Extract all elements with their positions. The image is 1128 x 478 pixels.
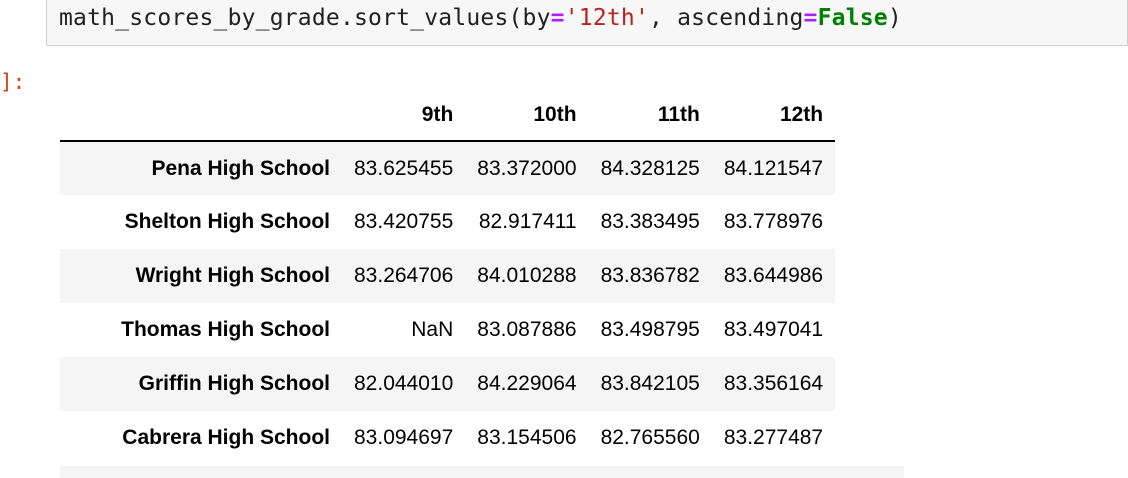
column-header: 10th xyxy=(465,90,589,142)
column-header: 12th xyxy=(711,90,836,142)
code-line: math_scores_by_grade.sort_values(by='12t… xyxy=(59,5,902,31)
code-string: '12th' xyxy=(564,5,650,31)
table-cell: 83.836782 xyxy=(600,264,700,287)
table-cell: 84.010288 xyxy=(477,264,577,287)
table-cell: 83.087886 xyxy=(477,318,577,341)
table-cell: 83.372000 xyxy=(477,156,577,180)
row-index: Pena High School xyxy=(151,156,330,180)
table-cell: 82.765560 xyxy=(600,426,700,449)
table-cell: 84.229064 xyxy=(477,372,577,395)
table-row: Pena High School 83.625455 83.372000 84.… xyxy=(60,141,836,195)
table-cell: 84.121547 xyxy=(723,156,824,180)
code-object: math_scores_by_grade.sort_values(by xyxy=(59,5,551,31)
output-prompt: ]: xyxy=(0,70,26,94)
table-cell: 83.383495 xyxy=(600,210,700,233)
table-cell: 83.154506 xyxy=(477,426,577,449)
table-row: Thomas High School NaN 83.087886 83.4987… xyxy=(60,303,835,357)
row-index: Wright High School xyxy=(135,264,330,287)
code-paren: ) xyxy=(887,5,902,31)
table-cell: 84.328125 xyxy=(600,156,700,180)
table-cell: 83.778976 xyxy=(723,210,824,233)
row-index: Griffin High School xyxy=(138,372,330,395)
table-cell: 83.356164 xyxy=(723,372,824,395)
table-row: Griffin High School 82.044010 84.229064 … xyxy=(60,357,836,411)
table-cell: 83.644986 xyxy=(723,264,824,287)
row-index: Shelton High School xyxy=(124,210,330,233)
header-row: 9th 10th 11th 12th xyxy=(60,90,836,142)
table-cell: 83.094697 xyxy=(354,426,454,449)
code-keyword: False xyxy=(817,5,888,31)
table-row: Shelton High School 83.420755 82.917411 … xyxy=(60,195,835,249)
code-argument: , ascending xyxy=(649,5,804,31)
table-cell: 83.497041 xyxy=(723,318,824,341)
table-cell: 83.842105 xyxy=(600,372,700,395)
table-cell: 83.264706 xyxy=(354,264,454,287)
table-row: Cabrera High School 83.094697 83.154506 … xyxy=(60,411,835,465)
table-cell: 83.498795 xyxy=(600,318,700,341)
row-index: Thomas High School xyxy=(121,318,330,341)
table-cell: 83.420755 xyxy=(354,210,454,233)
row-index: Cabrera High School xyxy=(122,426,330,449)
code-operator: = xyxy=(803,5,818,31)
table-cell: 82.917411 xyxy=(478,210,577,233)
table-cell: NaN xyxy=(411,318,454,341)
table-row: Wright High School 83.264706 84.010288 8… xyxy=(60,249,836,303)
code-operator: = xyxy=(550,5,565,31)
table-cell: 83.625455 xyxy=(354,156,454,180)
table-row-partial xyxy=(60,466,904,478)
column-header: 9th xyxy=(342,90,466,142)
table-cell: 83.277487 xyxy=(723,426,824,449)
column-header: 11th xyxy=(588,90,712,142)
code-input-cell[interactable]: math_scores_by_grade.sort_values(by='12t… xyxy=(46,0,1128,46)
index-header xyxy=(60,90,342,142)
dataframe-table: 9th 10th 11th 12th Pena High School 83.6… xyxy=(60,90,836,465)
table-cell: 82.044010 xyxy=(354,372,454,395)
